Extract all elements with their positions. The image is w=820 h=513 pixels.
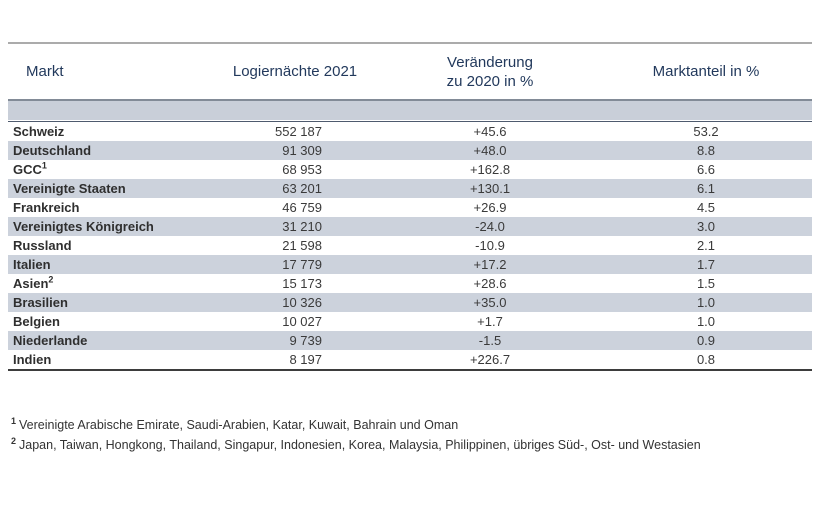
market-name: Belgien <box>13 314 60 329</box>
footnote-1: 1 Vereinigte Arabische Emirate, Saudi-Ara… <box>11 415 812 435</box>
share-value: 1.7 <box>600 255 812 274</box>
table-row: Frankreich 46 759 +26.9 4.5 <box>8 198 812 217</box>
market-name: Vereinigte Staaten <box>13 181 126 196</box>
change-value: +226.7 <box>380 350 600 371</box>
footnote-1-marker: 1 <box>11 415 17 426</box>
market-name: Frankreich <box>13 200 80 215</box>
footnotes: 1 Vereinigte Arabische Emirate, Saudi-Ara… <box>8 415 812 455</box>
column-header-marktanteil: Marktanteil in % <box>600 42 812 99</box>
change-value: +130.1 <box>380 179 600 198</box>
table-row: Deutschland 91 309 +48.0 8.8 <box>8 141 812 160</box>
nights-value: 63 201 <box>210 179 380 198</box>
table-row: Indien 8 197 +226.7 0.8 <box>8 350 812 371</box>
market-name: Indien <box>13 352 52 367</box>
table-row: Niederlande 9 739 -1.5 0.9 <box>8 331 812 350</box>
share-value: 1.0 <box>696 314 716 329</box>
market-name: GCC <box>13 162 42 177</box>
nights-value: 15 173 <box>282 276 322 291</box>
column-header-markt: Markt <box>8 42 210 99</box>
change-value: +45.6 <box>380 121 600 141</box>
share-value: 6.1 <box>600 179 812 198</box>
change-value: +1.7 <box>477 314 503 329</box>
market-name: Deutschland <box>13 143 92 158</box>
nights-value: 31 210 <box>210 217 380 236</box>
change-value: +48.0 <box>380 141 600 160</box>
share-value: 8.8 <box>600 141 812 160</box>
market-name: Brasilien <box>13 295 68 310</box>
footnote-2-marker: 2 <box>11 435 17 446</box>
footnotes-container: 1 Vereinigte Arabische Emirate, Saudi-Ara… <box>8 415 812 455</box>
market-table-container: Markt Logiernächte 2021 Veränderung zu 2… <box>8 42 812 371</box>
table-body: Schweiz 552 187 +45.6 53.2 Deutschland 9… <box>8 121 812 371</box>
table-row: Asien2 15 173 +28.6 1.5 <box>8 274 812 293</box>
market-name: Italien <box>13 257 51 272</box>
market-name: Asien <box>13 276 49 291</box>
nights-value: 46 759 <box>282 200 322 215</box>
nights-value: 17 779 <box>210 255 380 274</box>
change-value: -1.5 <box>380 331 600 350</box>
nights-value: 10 027 <box>282 314 322 329</box>
change-value: +162.8 <box>469 162 511 177</box>
column-header-veraenderung: Veränderung zu 2020 in % <box>380 42 600 99</box>
table-row: Italien 17 779 +17.2 1.7 <box>8 255 812 274</box>
footnote-2: 2 Japan, Taiwan, Hongkong, Thailand, Sing… <box>11 435 812 455</box>
change-value: -10.9 <box>475 238 505 253</box>
share-value: 2.1 <box>696 238 716 253</box>
table-row: Russland 21 598 -10.9 2.1 <box>8 236 812 255</box>
column-header-logiernaechte: Logiernächte 2021 <box>210 42 380 99</box>
table-row: Brasilien 10 326 +35.0 1.0 <box>8 293 812 312</box>
nights-value: 8 197 <box>210 350 380 371</box>
nights-value: 9 739 <box>210 331 380 350</box>
nights-value: 68 953 <box>282 162 322 177</box>
market-table: Markt Logiernächte 2021 Veränderung zu 2… <box>8 42 812 371</box>
header-row: Markt Logiernächte 2021 Veränderung zu 2… <box>8 42 812 99</box>
share-value: 6.6 <box>696 162 716 177</box>
market-name: Niederlande <box>13 333 88 348</box>
change-value: +35.0 <box>380 293 600 312</box>
share-value: 0.8 <box>600 350 812 371</box>
market-name: Russland <box>13 238 72 253</box>
market-footnote-marker: 1 <box>41 160 47 171</box>
market-footnote-marker: 2 <box>48 274 54 285</box>
share-value: 0.9 <box>600 331 812 350</box>
market-name: Vereinigtes Königreich <box>13 219 154 234</box>
change-value: +17.2 <box>380 255 600 274</box>
nights-value: 21 598 <box>282 238 322 253</box>
share-value: 3.0 <box>600 217 812 236</box>
table-row: Vereinigtes Königreich 31 210 -24.0 3.0 <box>8 217 812 236</box>
change-value: +28.6 <box>473 276 507 291</box>
table-row: Schweiz 552 187 +45.6 53.2 <box>8 121 812 141</box>
table-row: Belgien 10 027 +1.7 1.0 <box>8 312 812 331</box>
nights-value: 10 326 <box>210 293 380 312</box>
footnote-2-text: Japan, Taiwan, Hongkong, Thailand, Singa… <box>19 438 701 452</box>
footnote-1-text: Vereinigte Arabische Emirate, Saudi-Arab… <box>19 418 459 432</box>
table-header: Markt Logiernächte 2021 Veränderung zu 2… <box>8 42 812 121</box>
market-name: Schweiz <box>13 124 65 139</box>
change-value: +26.9 <box>473 200 507 215</box>
share-value: 4.5 <box>696 200 716 215</box>
table-row: Vereinigte Staaten 63 201 +130.1 6.1 <box>8 179 812 198</box>
nights-value: 91 309 <box>210 141 380 160</box>
share-value: 53.2 <box>600 121 812 141</box>
change-value: -24.0 <box>380 217 600 236</box>
header-spacer-band <box>8 99 812 121</box>
nights-value: 552 187 <box>210 121 380 141</box>
share-value: 1.0 <box>600 293 812 312</box>
table-row: GCC1 68 953 +162.8 6.6 <box>8 160 812 179</box>
share-value: 1.5 <box>696 276 716 291</box>
